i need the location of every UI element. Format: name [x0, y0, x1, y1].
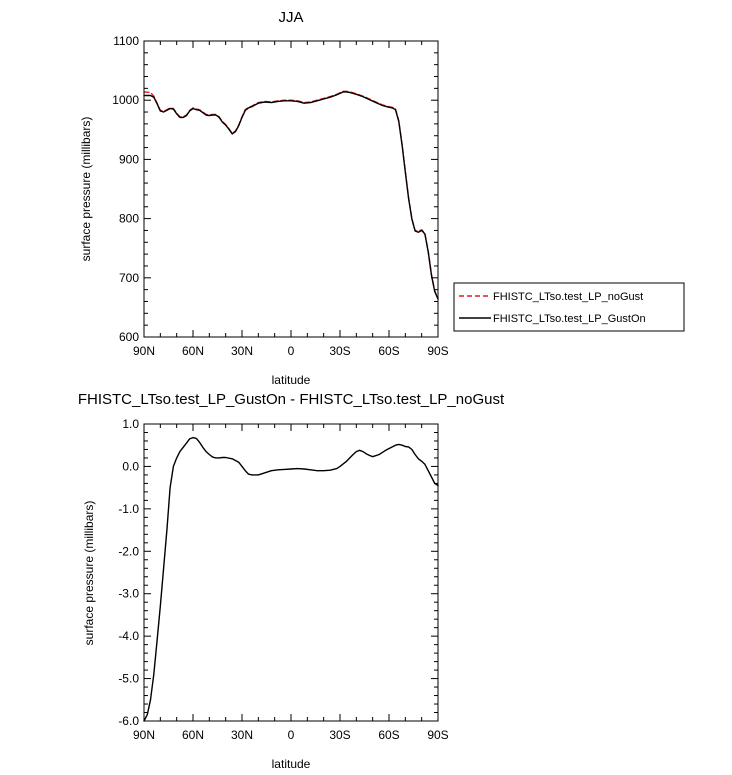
top-tick-labels: 90N 60N 30N 0 30S 60S 90S 600 700 800 900 1000 1100: [112, 34, 448, 358]
x-tick-label-0: 30S: [329, 344, 350, 358]
bottom-chart-title: FHISTC_LTso.test_LP_GustOn - FHISTC_LTso…: [78, 391, 505, 408]
y-tick-label-1: 0.0: [122, 459, 139, 473]
bottom-x-axis-label: latitude: [272, 757, 311, 771]
y-tick-label-1: -1.0: [118, 502, 139, 516]
y-tick-label-0: 600: [119, 330, 139, 344]
top-plot-lines: [143, 90, 439, 300]
x-tick-label-0: 30N: [231, 344, 253, 358]
bottom-y-axis-label: surface pressure (millibars): [82, 501, 96, 646]
y-tick-label-0: 700: [119, 271, 139, 285]
top-chart-title: JJA: [278, 9, 303, 26]
x-tick-label-1: 60S: [378, 728, 399, 742]
series-line-0-1: [143, 91, 439, 300]
x-tick-label-1: 90S: [427, 728, 448, 742]
x-tick-label-0: 60S: [378, 344, 399, 358]
series-line-1-0: [143, 436, 439, 722]
bottom-axis-ticks: [143, 423, 439, 722]
top-plot-frame: [143, 40, 439, 338]
legend-label-nogust: FHISTC_LTso.test_LP_noGust: [493, 291, 643, 303]
x-tick-label-0: 60N: [182, 344, 204, 358]
y-tick-label-0: 800: [119, 212, 139, 226]
y-tick-label-1: -2.0: [118, 544, 139, 558]
top-x-axis-label: latitude: [272, 373, 311, 387]
top-panel: JJA 90N 60N 30N 0 30S 60S 90S 600 700 800 900 1000 1…: [79, 9, 685, 387]
y-tick-label-0: 1000: [112, 93, 139, 107]
x-tick-label-1: 30N: [231, 728, 253, 742]
series-line-0-0: [143, 90, 439, 300]
x-tick-label-1: 90N: [133, 728, 155, 742]
top-y-axis-label: surface pressure (millibars): [79, 117, 93, 262]
bottom-plot-lines: [143, 436, 439, 722]
x-tick-label-1: 60N: [182, 728, 204, 742]
y-tick-label-1: -5.0: [118, 672, 139, 686]
x-tick-label-1: 0: [288, 728, 295, 742]
x-tick-label-0: 90N: [133, 344, 155, 358]
top-axis-ticks: [143, 40, 439, 338]
y-tick-label-1: -3.0: [118, 587, 139, 601]
legend-box: [453, 282, 685, 332]
legend-label-guston: FHISTC_LTso.test_LP_GustOn: [493, 313, 646, 325]
x-tick-label-0: 90S: [427, 344, 448, 358]
legend: FHISTC_LTso.test_LP_noGust FHISTC_LTso.t…: [453, 282, 685, 332]
bottom-tick-labels: 90N 60N 30N 0 30S 60S 90S -6.0 -5.0 -4.0 -3.0 -2.0 -…: [118, 417, 448, 742]
y-tick-label-1: -6.0: [118, 714, 139, 728]
bottom-panel: FHISTC_LTso.test_LP_GustOn - FHISTC_LTso…: [78, 391, 505, 771]
y-tick-label-0: 900: [119, 152, 139, 166]
y-tick-label-1: 1.0: [122, 417, 139, 431]
x-tick-label-1: 30S: [329, 728, 350, 742]
x-tick-label-0: 0: [288, 344, 295, 358]
y-tick-label-1: -4.0: [118, 629, 139, 643]
y-tick-label-0: 1100: [113, 34, 139, 48]
